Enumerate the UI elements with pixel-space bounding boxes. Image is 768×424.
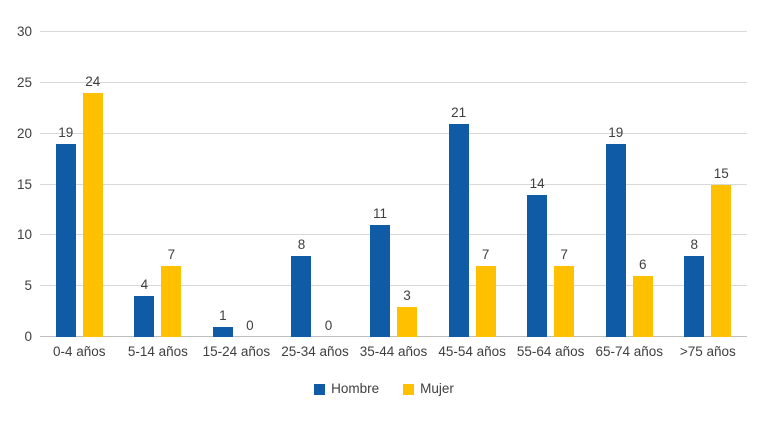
bar-value-label: 4 bbox=[140, 277, 149, 293]
legend-label-hombre: Hombre bbox=[331, 381, 380, 396]
bar-group-7: 14 7 bbox=[511, 32, 590, 337]
bar-hombre-6: 21 bbox=[448, 105, 469, 337]
bar-hombre-3: 1 bbox=[212, 308, 233, 337]
gridline-10 bbox=[40, 234, 747, 236]
x-axis: 0-4 años 5-14 años 15-24 años 25-34 años 35-… bbox=[40, 344, 747, 360]
bar-group-8: 19 6 bbox=[590, 32, 669, 337]
gridline-20 bbox=[40, 132, 747, 134]
legend-swatch-hombre bbox=[314, 383, 326, 395]
bar-value-label: 1 bbox=[219, 307, 227, 323]
bar-mujer-2: 7 bbox=[161, 247, 182, 337]
y-tick-label-15: 15 bbox=[16, 176, 32, 192]
bar-value-label: 8 bbox=[297, 236, 306, 252]
legend-swatch-mujer bbox=[403, 383, 415, 395]
bar-group-5: 11 3 bbox=[354, 32, 433, 337]
bar-mujer-5: 3 bbox=[397, 288, 418, 337]
bar-hombre-7: 14 bbox=[527, 176, 548, 337]
x-tick-label-2: 5-14 años bbox=[127, 344, 188, 359]
x-tick-label-9: >75 años bbox=[679, 344, 736, 359]
gridline-5 bbox=[40, 285, 747, 287]
y-tick-label-30: 30 bbox=[16, 24, 32, 39]
bar-value-label: 7 bbox=[167, 246, 176, 262]
bar-value-label: 14 bbox=[529, 175, 545, 191]
bar-value-label: 8 bbox=[690, 236, 699, 252]
gridline-25 bbox=[40, 81, 747, 83]
bar-group-6: 21 7 bbox=[433, 32, 512, 337]
bar-groups: 19 24 4 7 1 0 8 0 11 3 21 7 14 7 19 6 8 15 bbox=[40, 32, 747, 337]
legend-item-mujer: Mujer bbox=[403, 381, 454, 397]
bar-hombre-1: 19 bbox=[55, 125, 76, 337]
bar-value-label: 19 bbox=[58, 124, 74, 140]
bar-value-label: 24 bbox=[85, 74, 101, 89]
bar-value-label: 11 bbox=[373, 206, 388, 222]
bar-hombre-5: 11 bbox=[370, 206, 391, 337]
plot-area: 19 24 4 7 1 0 8 0 11 3 21 7 14 7 19 6 8 15 bbox=[40, 31, 747, 337]
bar-mujer-6: 7 bbox=[475, 247, 496, 337]
bar-value-label: 7 bbox=[560, 246, 568, 262]
bar-value-label: 6 bbox=[638, 257, 647, 272]
bar-value-label: 15 bbox=[713, 165, 729, 181]
bar-value-label: 21 bbox=[451, 104, 467, 120]
bar-mujer-1: 24 bbox=[82, 74, 103, 337]
gridline-15 bbox=[40, 183, 747, 185]
bar-group-9: 8 15 bbox=[669, 32, 748, 337]
y-axis: 0 5 10 15 20 25 30 bbox=[0, 24, 32, 344]
bar-value-label: 0 bbox=[246, 318, 254, 333]
bar-value-label: 0 bbox=[324, 318, 333, 333]
y-tick-label-0: 0 bbox=[24, 329, 32, 344]
y-tick-label-5: 5 bbox=[24, 278, 32, 294]
x-tick-label-7: 55-64 años bbox=[516, 344, 585, 359]
y-tick-label-20: 20 bbox=[16, 125, 32, 141]
y-tick-label-25: 25 bbox=[16, 74, 32, 90]
bar-hombre-4: 8 bbox=[291, 237, 312, 337]
bar-value-label: 3 bbox=[403, 287, 411, 303]
x-tick-label-6: 45-54 años bbox=[438, 344, 506, 359]
bar-value-label: 7 bbox=[481, 246, 490, 262]
gridline-30 bbox=[40, 31, 747, 32]
x-axis-line bbox=[40, 336, 747, 337]
y-tick-label-10: 10 bbox=[16, 227, 32, 243]
bar-hombre-8: 19 bbox=[605, 125, 626, 337]
bar-mujer-7: 7 bbox=[554, 247, 575, 337]
bar-mujer-9: 15 bbox=[711, 166, 732, 337]
x-tick-label-1: 0-4 años bbox=[53, 344, 106, 359]
bar-value-label: 19 bbox=[608, 124, 624, 140]
x-tick-label-5: 35-44 años bbox=[359, 344, 428, 359]
x-tick-label-4: 25-34 años bbox=[281, 344, 349, 359]
bar-group-1: 19 24 bbox=[40, 32, 119, 337]
bar-hombre-2: 4 bbox=[134, 277, 155, 337]
x-tick-label-3: 15-24 años bbox=[202, 344, 271, 359]
bar-hombre-9: 8 bbox=[684, 237, 705, 337]
bar-mujer-8: 6 bbox=[632, 257, 653, 337]
x-tick-label-8: 65-74 años bbox=[595, 344, 663, 359]
legend: Hombre Mujer bbox=[0, 381, 768, 397]
legend-item-hombre: Hombre bbox=[314, 381, 379, 397]
legend-label-mujer: Mujer bbox=[420, 381, 454, 396]
